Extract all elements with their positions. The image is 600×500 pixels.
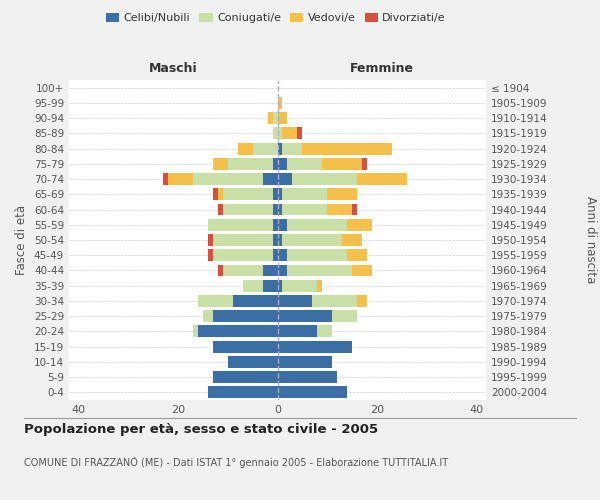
Bar — [327, 204, 352, 216]
Bar — [277, 340, 352, 352]
Text: Popolazione per età, sesso e stato civile - 2005: Popolazione per età, sesso e stato civil… — [24, 422, 378, 436]
Bar — [228, 356, 277, 368]
Bar — [277, 264, 287, 276]
Bar — [277, 142, 283, 154]
Bar — [163, 173, 168, 185]
Bar — [277, 371, 337, 383]
Bar — [357, 295, 367, 307]
Bar — [357, 173, 407, 185]
Bar — [277, 386, 347, 398]
Bar — [277, 158, 287, 170]
Bar — [277, 219, 287, 230]
Bar — [277, 326, 317, 338]
Bar — [213, 250, 272, 261]
Bar — [238, 142, 253, 154]
Bar — [193, 326, 198, 338]
Bar — [223, 188, 272, 200]
Bar — [218, 264, 223, 276]
Bar — [263, 173, 277, 185]
Bar — [268, 112, 272, 124]
Bar — [277, 310, 332, 322]
Bar — [213, 310, 277, 322]
Bar — [277, 173, 292, 185]
Legend: Celibi/Nubili, Coniugati/e, Vedovi/e, Divorziati/e: Celibi/Nubili, Coniugati/e, Vedovi/e, Di… — [101, 8, 451, 28]
Bar — [253, 142, 277, 154]
Bar — [342, 234, 362, 246]
Text: Femmine: Femmine — [350, 62, 414, 76]
Bar — [272, 158, 277, 170]
Bar — [272, 112, 277, 124]
Bar — [208, 219, 272, 230]
Bar — [272, 204, 277, 216]
Bar — [272, 128, 277, 140]
Bar — [198, 326, 277, 338]
Bar — [223, 204, 272, 216]
Bar — [233, 295, 277, 307]
Bar — [272, 250, 277, 261]
Bar — [223, 264, 263, 276]
Bar — [213, 234, 272, 246]
Bar — [283, 234, 342, 246]
Bar — [277, 234, 283, 246]
Bar — [208, 234, 213, 246]
Bar — [302, 142, 392, 154]
Bar — [208, 386, 277, 398]
Bar — [283, 128, 298, 140]
Bar — [287, 219, 347, 230]
Bar — [277, 128, 283, 140]
Bar — [317, 326, 332, 338]
Bar — [352, 204, 357, 216]
Bar — [272, 234, 277, 246]
Bar — [193, 173, 263, 185]
Bar — [218, 188, 223, 200]
Bar — [352, 264, 372, 276]
Bar — [277, 112, 287, 124]
Bar — [277, 280, 283, 291]
Bar — [327, 188, 357, 200]
Y-axis label: Fasce di età: Fasce di età — [16, 205, 28, 275]
Bar — [312, 295, 357, 307]
Bar — [213, 188, 218, 200]
Bar — [283, 204, 327, 216]
Bar — [243, 280, 263, 291]
Text: Anni di nascita: Anni di nascita — [584, 196, 597, 284]
Bar — [213, 371, 277, 383]
Bar — [228, 158, 272, 170]
Bar — [277, 250, 287, 261]
Bar — [283, 280, 317, 291]
Bar — [203, 310, 213, 322]
Bar — [317, 280, 322, 291]
Bar — [283, 142, 302, 154]
Bar — [347, 250, 367, 261]
Bar — [283, 188, 327, 200]
Bar — [218, 204, 223, 216]
Bar — [277, 204, 283, 216]
Bar — [272, 188, 277, 200]
Bar — [277, 356, 332, 368]
Bar — [287, 250, 347, 261]
Bar — [322, 158, 362, 170]
Bar — [277, 97, 283, 109]
Text: COMUNE DI FRAZZANÒ (ME) - Dati ISTAT 1° gennaio 2005 - Elaborazione TUTTITALIA.: COMUNE DI FRAZZANÒ (ME) - Dati ISTAT 1°… — [24, 458, 448, 468]
Bar — [272, 219, 277, 230]
Bar — [277, 295, 312, 307]
Bar — [263, 264, 277, 276]
Bar — [292, 173, 357, 185]
Bar — [213, 340, 277, 352]
Text: Maschi: Maschi — [149, 62, 197, 76]
Bar — [298, 128, 302, 140]
Bar — [168, 173, 193, 185]
Bar — [287, 158, 322, 170]
Bar — [332, 310, 357, 322]
Bar — [208, 250, 213, 261]
Bar — [287, 264, 352, 276]
Bar — [198, 295, 233, 307]
Bar — [362, 158, 367, 170]
Bar — [263, 280, 277, 291]
Bar — [347, 219, 372, 230]
Bar — [213, 158, 228, 170]
Bar — [277, 188, 283, 200]
